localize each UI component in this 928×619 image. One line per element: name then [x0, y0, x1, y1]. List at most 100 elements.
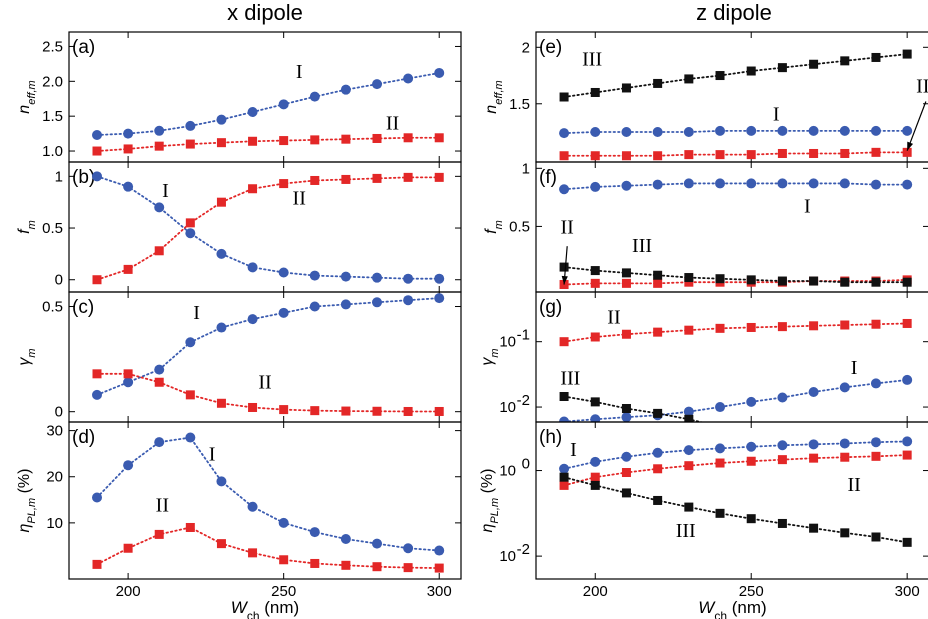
data-point-III: [902, 277, 912, 287]
data-point-I: [247, 501, 258, 512]
data-point-I: [746, 178, 757, 189]
data-point-II: [92, 369, 102, 379]
data-point-I: [652, 447, 663, 458]
series-line-III: [563, 476, 909, 544]
data-point-I: [839, 438, 850, 449]
data-point-I: [340, 84, 351, 95]
y-tick-label: 30: [46, 423, 63, 440]
data-point-II: [653, 278, 663, 288]
data-point-I: [434, 293, 445, 304]
x-axis-label-unit: (nm): [260, 598, 300, 617]
data-point-I: [216, 476, 227, 487]
data-point-II: [310, 558, 320, 568]
data-point-II: [653, 464, 663, 474]
data-point-I: [403, 295, 414, 306]
data-point-III: [621, 83, 631, 93]
series-annotation: I: [296, 61, 303, 83]
series-line-I: [563, 129, 909, 135]
panel-label: (h): [539, 427, 562, 448]
data-point-I: [683, 178, 694, 189]
series-annotation: II: [561, 216, 574, 238]
data-point-II: [434, 563, 444, 573]
data-point-I: [216, 322, 227, 333]
data-point-II: [871, 147, 881, 157]
data-point-I: [715, 443, 726, 454]
series-line-II: [563, 151, 909, 157]
y-axis-label: neff,m: [483, 80, 505, 113]
data-point-II: [279, 555, 289, 565]
y-tick-label: 0.5: [42, 299, 63, 316]
y-tick-label: 2.5: [42, 38, 63, 55]
y-tick-label: 0: [55, 404, 63, 421]
data-point-I: [340, 299, 351, 310]
data-point-III: [590, 266, 600, 276]
data-point-II: [902, 318, 912, 328]
series-group: [559, 49, 913, 161]
y-axis-label: fm: [16, 220, 38, 234]
data-point-I: [559, 416, 570, 422]
x-axis-label: Wch (nm): [231, 598, 299, 619]
data-point-I: [621, 451, 632, 462]
data-point-I: [652, 179, 663, 190]
data-point-III: [902, 537, 912, 547]
data-point-II: [372, 133, 382, 143]
data-point-I: [185, 432, 196, 443]
data-point-III: [559, 472, 569, 482]
series-annotation: I: [162, 180, 169, 202]
y-axis-label: ηPL,m (%): [479, 469, 501, 533]
data-point-II: [871, 451, 881, 461]
series-group: [92, 67, 445, 156]
data-point-I: [92, 389, 102, 400]
y-axis-label-main: η: [16, 523, 33, 532]
data-point-III: [747, 429, 756, 438]
x-axis-label-sub: ch: [247, 609, 260, 619]
data-point-III: [684, 414, 694, 422]
y-axis-label-main: f: [16, 228, 33, 234]
data-point-III: [590, 397, 600, 407]
series-annotation: III: [676, 520, 696, 542]
data-point-III: [809, 276, 819, 286]
data-point-I: [590, 414, 601, 422]
series-annotation: I: [193, 302, 200, 324]
data-point-I: [434, 273, 445, 284]
data-point-I: [92, 171, 102, 182]
data-point-III: [809, 59, 819, 69]
data-point-II: [653, 327, 663, 337]
data-point-II: [840, 452, 850, 462]
data-point-III: [684, 502, 694, 512]
series-annotation: III: [582, 48, 602, 70]
data-point-II: [279, 179, 289, 189]
data-point-I: [92, 492, 102, 503]
data-point-I: [808, 125, 819, 136]
series-group: [559, 178, 913, 290]
data-point-I: [123, 128, 134, 139]
data-point-II: [154, 529, 164, 539]
data-point-I: [403, 543, 414, 554]
data-point-I: [154, 125, 165, 136]
data-point-I: [278, 307, 289, 318]
data-point-II: [403, 406, 413, 416]
data-point-III: [840, 277, 850, 287]
data-point-II: [185, 390, 195, 400]
data-point-I: [902, 436, 913, 447]
data-point-I: [247, 106, 258, 117]
data-point-III: [715, 274, 725, 284]
data-point-II: [746, 456, 756, 466]
series-line-II: [96, 176, 441, 281]
data-point-I: [870, 179, 881, 190]
data-point-I: [683, 406, 694, 417]
panel-label: (d): [72, 427, 95, 448]
data-point-III: [840, 56, 850, 66]
panel-label: (f): [539, 167, 557, 188]
y-axis-label-unit: (%): [16, 469, 33, 498]
data-point-III: [871, 52, 881, 62]
data-point-II: [403, 563, 413, 573]
data-point-I: [839, 382, 850, 393]
data-point-III: [903, 458, 912, 467]
data-point-I: [123, 377, 134, 388]
data-point-I: [746, 441, 757, 452]
series-annotation: I: [773, 104, 780, 126]
data-point-I: [185, 228, 196, 239]
data-point-I: [777, 440, 788, 451]
